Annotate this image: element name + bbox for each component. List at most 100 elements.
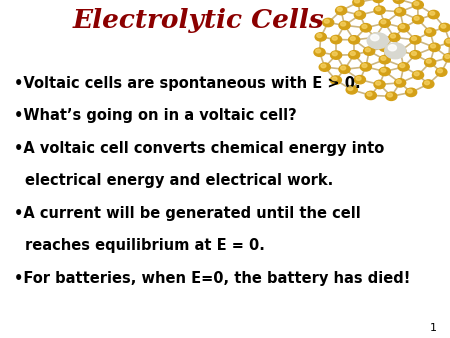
Circle shape [364,47,375,55]
Circle shape [437,69,442,73]
Circle shape [317,34,322,38]
Circle shape [356,12,361,16]
Circle shape [354,11,365,19]
Circle shape [431,44,436,48]
Circle shape [445,55,450,58]
Circle shape [395,79,405,87]
Text: reaches equilibrium at E = 0.: reaches equilibrium at E = 0. [25,238,265,253]
Circle shape [350,37,355,41]
Circle shape [348,87,353,91]
Circle shape [396,9,401,13]
Circle shape [381,20,386,24]
Circle shape [387,93,392,97]
Circle shape [379,43,390,51]
Circle shape [365,48,370,52]
Circle shape [441,24,446,28]
Circle shape [349,36,360,44]
Circle shape [414,17,419,20]
Circle shape [379,55,390,64]
Circle shape [393,0,404,3]
Circle shape [425,28,436,36]
Circle shape [395,8,405,16]
Circle shape [339,65,350,73]
Circle shape [414,72,419,76]
Circle shape [385,43,406,59]
Circle shape [367,33,388,49]
Text: •What’s going on in a voltaic cell?: •What’s going on in a voltaic cell? [14,108,296,123]
Circle shape [388,45,396,51]
Circle shape [374,80,385,89]
Circle shape [374,6,385,14]
Circle shape [430,11,435,15]
Circle shape [386,92,397,100]
Circle shape [321,64,326,68]
Text: 1: 1 [429,323,436,333]
Circle shape [315,33,326,41]
Circle shape [423,80,434,88]
Text: Electrolytic Cells: Electrolytic Cells [72,8,324,33]
Circle shape [443,54,450,62]
Circle shape [410,36,421,44]
Circle shape [396,80,401,83]
Circle shape [436,68,447,76]
Circle shape [426,59,431,63]
Circle shape [412,1,423,9]
Circle shape [405,88,417,97]
Circle shape [400,64,405,68]
Circle shape [336,6,346,15]
Circle shape [353,0,364,6]
Circle shape [355,0,360,3]
Text: electrical energy and electrical work.: electrical energy and electrical work. [25,173,333,188]
Circle shape [337,7,342,11]
Circle shape [341,22,346,26]
Circle shape [407,89,412,93]
Circle shape [391,34,396,38]
Circle shape [350,52,355,55]
Circle shape [411,52,416,55]
Text: •A current will be generated until the cell: •A current will be generated until the c… [14,206,360,221]
Circle shape [369,33,381,42]
Circle shape [413,71,423,79]
Circle shape [429,43,440,51]
Circle shape [331,35,342,44]
Circle shape [362,25,367,28]
Circle shape [349,51,360,59]
Circle shape [376,7,381,11]
Circle shape [410,51,421,59]
Circle shape [331,51,342,59]
Circle shape [360,24,371,32]
Circle shape [341,66,346,70]
Circle shape [389,33,400,42]
Circle shape [373,0,384,2]
Circle shape [439,23,450,32]
Circle shape [379,67,390,76]
Circle shape [367,92,372,96]
Circle shape [446,39,450,43]
Circle shape [319,63,330,71]
Circle shape [381,68,386,72]
Text: •A voltaic cell converts chemical energy into: •A voltaic cell converts chemical energy… [14,141,384,156]
Circle shape [314,48,325,56]
Circle shape [332,37,337,40]
Circle shape [332,77,337,81]
Circle shape [365,91,376,100]
Circle shape [425,58,436,67]
Circle shape [354,75,365,84]
Circle shape [356,76,361,80]
Circle shape [395,47,406,55]
Circle shape [360,63,371,71]
Circle shape [315,49,321,53]
Circle shape [411,37,416,41]
Circle shape [426,29,431,33]
Circle shape [428,10,439,19]
Text: •Voltaic cells are spontaneous with E > 0.: •Voltaic cells are spontaneous with E > … [14,76,360,91]
Circle shape [371,34,376,38]
Circle shape [414,2,419,5]
Circle shape [396,48,401,52]
Circle shape [381,44,386,48]
Circle shape [346,86,357,94]
Circle shape [371,34,379,41]
Circle shape [400,25,405,28]
Circle shape [323,18,334,27]
Circle shape [413,16,423,24]
